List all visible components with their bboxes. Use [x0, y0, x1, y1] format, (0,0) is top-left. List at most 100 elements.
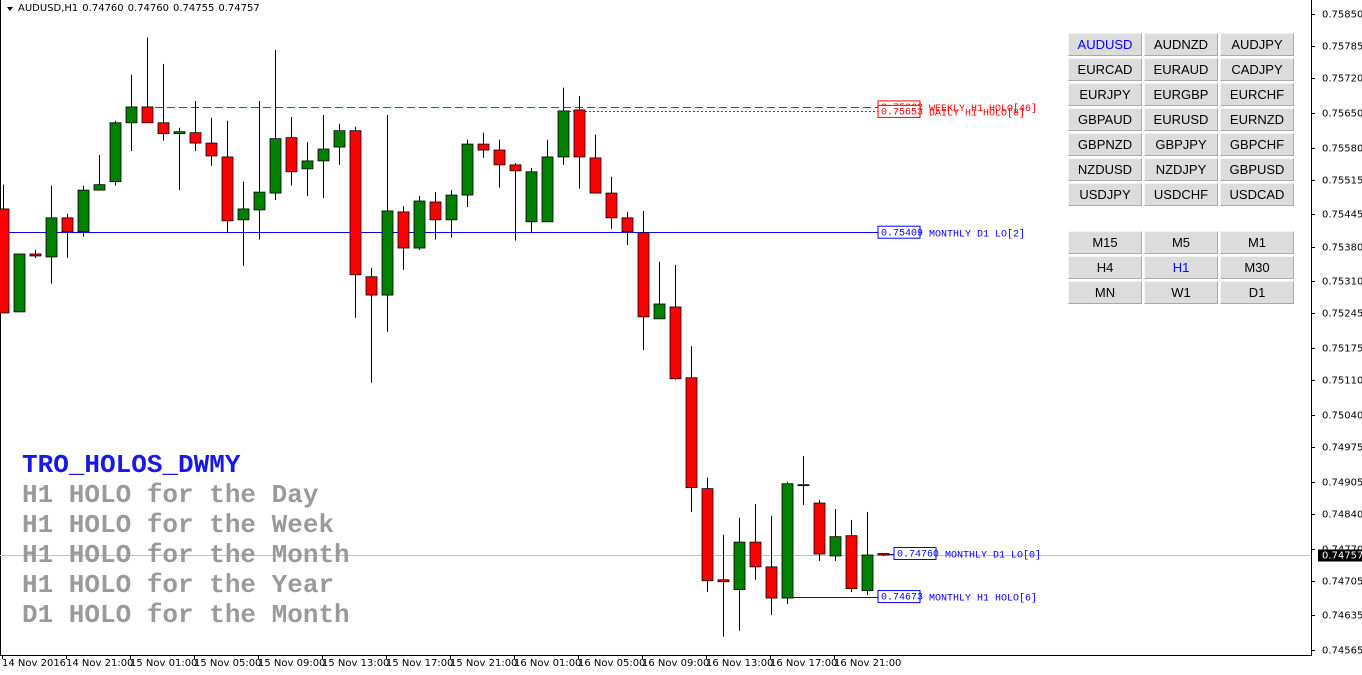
symbol-button[interactable]: GBPJPY: [1144, 133, 1218, 156]
candle-body: [525, 171, 538, 223]
candle-body: [349, 130, 362, 276]
symbol-button[interactable]: GBPAUD: [1068, 108, 1142, 131]
level-name: DAILY H1 HOLO[8]: [929, 108, 1025, 120]
y-tick-label: 0.75110: [1322, 376, 1362, 387]
candle-body: [253, 191, 266, 211]
candle-body: [13, 253, 26, 313]
x-tick-label: 15 Nov 13:00: [322, 658, 389, 669]
candle-body: [237, 208, 250, 221]
symbol-button[interactable]: EURAUD: [1144, 58, 1218, 81]
symbol-button[interactable]: NZDUSD: [1068, 158, 1142, 181]
indicator-line: H1 HOLO for the Day: [22, 480, 319, 510]
y-tick-label: 0.74840: [1322, 510, 1362, 521]
x-tick-label: 15 Nov 05:00: [194, 658, 261, 669]
candle-body: [285, 137, 298, 173]
symbol-button[interactable]: EURUSD: [1144, 108, 1218, 131]
x-tick-label: 15 Nov 17:00: [386, 658, 453, 669]
candle-body: [493, 149, 506, 166]
indicator-line: H1 HOLO for the Year: [22, 570, 335, 600]
symbol-button[interactable]: GBPCHF: [1220, 133, 1294, 156]
timeframe-button[interactable]: W1: [1144, 281, 1218, 304]
bid-box: [1318, 549, 1362, 562]
candle-body: [509, 164, 522, 172]
symbol-button[interactable]: EURNZD: [1220, 108, 1294, 131]
candle-body: [669, 306, 682, 380]
candle-body: [477, 143, 490, 151]
symbol-button[interactable]: AUDUSD: [1068, 33, 1142, 56]
x-tick-label: 16 Nov 17:00: [770, 658, 837, 669]
level-name: MONTHLY H1 HOLO[6]: [929, 593, 1037, 605]
candle-body: [413, 200, 426, 249]
x-tick-label: 16 Nov 01:00: [514, 658, 581, 669]
y-tick-label: 0.75850: [1322, 10, 1362, 21]
candle-body: [429, 201, 442, 221]
candle-body: [157, 122, 170, 135]
candle-body: [0, 208, 10, 314]
symbol-button[interactable]: USDJPY: [1068, 183, 1142, 206]
symbol-button[interactable]: EURCHF: [1220, 83, 1294, 106]
x-tick-label: 16 Nov 21:00: [834, 658, 901, 669]
timeframe-button[interactable]: M5: [1144, 231, 1218, 254]
candle-body: [573, 109, 586, 158]
candle-body: [589, 157, 602, 194]
y-tick-label: 0.75040: [1322, 411, 1362, 422]
x-tick-label: 16 Nov 13:00: [706, 658, 773, 669]
candle-body: [749, 541, 762, 568]
symbol-button[interactable]: USDCHF: [1144, 183, 1218, 206]
timeframe-button[interactable]: M1: [1220, 231, 1294, 254]
ohlc-close: 0.74757: [218, 3, 260, 14]
symbol-button[interactable]: EURJPY: [1068, 83, 1142, 106]
candle-body: [845, 535, 858, 590]
x-tick-label: 15 Nov 09:00: [258, 658, 325, 669]
level-name: MONTHLY D1 LO[2]: [929, 228, 1025, 240]
symbol-button[interactable]: USDCAD: [1220, 183, 1294, 206]
candle-body: [45, 217, 58, 258]
symbol-button[interactable]: EURGBP: [1144, 83, 1218, 106]
candle-body: [813, 502, 826, 555]
chart-header: AUDUSD,H1 0.74760 0.74760 0.74755 0.74757: [18, 3, 264, 14]
candle-body: [685, 377, 698, 489]
candle-body: [397, 211, 410, 249]
candle-body: [621, 217, 634, 233]
symbol-button[interactable]: GBPUSD: [1220, 158, 1294, 181]
candle-body: [541, 156, 554, 223]
y-tick-label: 0.74705: [1322, 577, 1362, 588]
y-tick-label: 0.75445: [1322, 210, 1362, 221]
indicator-text: TRO_HOLOS_DWMY H1 HOLO for the Day H1 HOL…: [22, 450, 350, 630]
y-tick-label: 0.75580: [1322, 144, 1362, 155]
level-box: [877, 225, 921, 239]
symbol-button[interactable]: AUDJPY: [1220, 33, 1294, 56]
symbol-button[interactable]: GBPNZD: [1068, 133, 1142, 156]
candle-body: [717, 579, 730, 583]
level-name: WEEKLY H1 HOLO[46]: [929, 103, 1037, 115]
candle-body: [461, 143, 474, 196]
level-price: 0.75653: [881, 108, 923, 119]
indicator-title: TRO_HOLOS_DWMY: [22, 450, 241, 480]
timeframe-button[interactable]: D1: [1220, 281, 1294, 304]
candle-body: [173, 131, 186, 135]
y-tick-label: 0.75515: [1322, 176, 1362, 187]
timeframe-button[interactable]: H4: [1068, 256, 1142, 279]
timeframe-button[interactable]: H1: [1144, 256, 1218, 279]
symbol-button[interactable]: AUDNZD: [1144, 33, 1218, 56]
y-tick-label: 0.75720: [1322, 74, 1362, 85]
symbol-button[interactable]: CADJPY: [1220, 58, 1294, 81]
indicator-line: H1 HOLO for the Week: [22, 510, 335, 540]
menu-arrow[interactable]: [7, 7, 13, 11]
level-name: MONTHLY D1 LO[0]: [945, 550, 1041, 562]
timeframe-button[interactable]: MN: [1068, 281, 1142, 304]
symbol-button[interactable]: NZDJPY: [1144, 158, 1218, 181]
candle-body: [653, 303, 666, 320]
candle-body: [381, 210, 394, 296]
symbol-button[interactable]: EURCAD: [1068, 58, 1142, 81]
candle-body: [29, 253, 42, 257]
timeframe-button[interactable]: M15: [1068, 231, 1142, 254]
ohlc-open: 0.74760: [82, 3, 124, 14]
timeframe-button[interactable]: M30: [1220, 256, 1294, 279]
candle-body: [797, 484, 810, 487]
candle-body: [781, 483, 794, 599]
y-tick-label: 0.75650: [1322, 109, 1362, 120]
candle-body: [205, 142, 218, 157]
y-tick-label: 0.74975: [1322, 443, 1362, 454]
